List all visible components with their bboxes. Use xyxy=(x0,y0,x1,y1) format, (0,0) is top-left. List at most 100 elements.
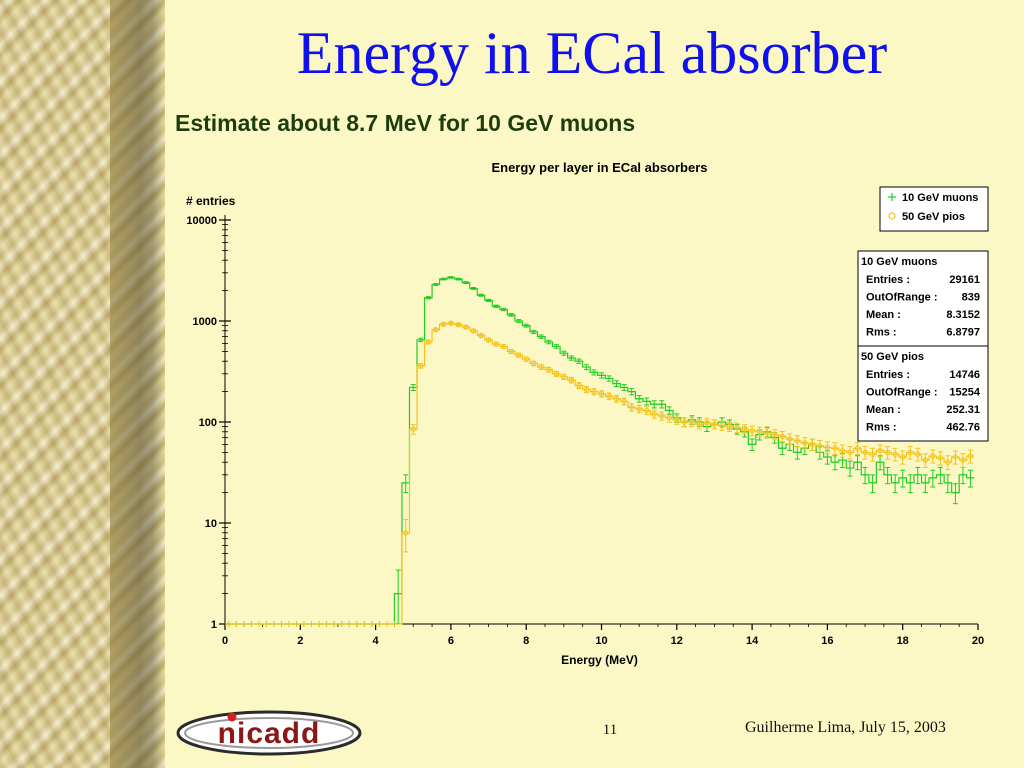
x-tick-label: 0 xyxy=(222,635,228,647)
data-point xyxy=(628,404,635,410)
data-point xyxy=(779,433,785,440)
data-point xyxy=(960,457,966,463)
data-point xyxy=(576,382,582,389)
x-tick-label: 16 xyxy=(821,635,833,647)
histogram-line xyxy=(225,322,975,625)
x-tick-label: 6 xyxy=(448,635,454,647)
stats-title: 10 GeV muons xyxy=(861,256,937,268)
stats-label: Rms : xyxy=(866,422,897,434)
data-point xyxy=(832,445,838,451)
stats-label: Entries : xyxy=(866,369,910,381)
data-point xyxy=(463,324,469,330)
data-point xyxy=(884,449,891,456)
stats-value: 252.31 xyxy=(946,404,980,416)
stats-label: OutOfRange : xyxy=(866,292,938,304)
y-tick-label: 1 xyxy=(211,619,217,631)
data-point xyxy=(606,393,612,399)
slide-subtitle: Estimate about 8.7 MeV for 10 GeV muons xyxy=(175,110,636,136)
data-point xyxy=(756,429,763,435)
y-tick-label: 10000 xyxy=(186,215,217,227)
data-point xyxy=(907,449,913,456)
data-point xyxy=(403,530,409,536)
stats-box xyxy=(857,250,989,347)
data-point xyxy=(937,455,944,461)
data-point xyxy=(726,423,733,430)
data-point xyxy=(681,419,688,425)
data-point xyxy=(900,454,906,460)
data-point xyxy=(945,459,951,465)
stats-label: Mean : xyxy=(866,309,901,321)
data-point xyxy=(448,320,454,326)
data-point xyxy=(485,337,492,343)
data-point xyxy=(922,457,928,463)
data-point xyxy=(621,398,627,405)
sidebar-texture xyxy=(0,0,110,768)
data-point xyxy=(613,396,620,402)
data-point xyxy=(546,366,552,373)
slide-title: Energy in ECal absorber xyxy=(296,20,888,86)
data-point xyxy=(523,356,529,362)
data-point xyxy=(892,451,898,457)
data-point xyxy=(425,339,432,345)
stats-value: 839 xyxy=(962,292,980,304)
data-point xyxy=(839,447,846,454)
data-point xyxy=(787,436,793,442)
chart-title: Energy per layer in ECal absorbers xyxy=(491,160,707,175)
data-point xyxy=(930,453,936,459)
series-pios xyxy=(225,320,975,627)
footer-author-date: Guilherme Lima, July 15, 2003 xyxy=(745,719,946,736)
data-point xyxy=(915,451,921,457)
data-point xyxy=(583,386,590,393)
stats-label: Mean : xyxy=(866,404,901,416)
data-point xyxy=(824,444,831,451)
page-number: 11 xyxy=(602,722,618,738)
stats-value: 462.76 xyxy=(946,422,980,434)
data-point xyxy=(636,406,642,412)
data-point xyxy=(553,371,560,377)
stats-box-muons: 10 GeV muons Entries : 29161 OutOfRange : 83… xyxy=(857,250,989,347)
stats-value: 29161 xyxy=(949,274,980,286)
legend-box xyxy=(879,186,989,232)
data-point xyxy=(952,454,959,460)
data-point xyxy=(749,428,755,434)
legend-marker xyxy=(888,212,896,220)
data-point xyxy=(704,420,710,426)
data-point xyxy=(568,377,575,383)
data-point xyxy=(689,419,695,425)
stats-label: Rms : xyxy=(866,327,897,339)
x-tick-label: 10 xyxy=(595,635,607,647)
data-point xyxy=(719,422,725,429)
data-point xyxy=(741,426,748,432)
data-point xyxy=(711,421,718,427)
data-point xyxy=(478,332,484,339)
data-point xyxy=(598,391,605,397)
data-point xyxy=(771,431,778,438)
data-point xyxy=(500,343,507,350)
y-tick-label: 10 xyxy=(205,518,217,530)
data-point xyxy=(817,443,823,449)
histogram-chart: Energy per layer in ECal absorbers # entr… xyxy=(186,160,989,667)
data-point xyxy=(591,388,597,395)
data-point xyxy=(561,374,567,380)
stats-value: 8.3152 xyxy=(946,309,980,321)
data-point xyxy=(862,449,868,456)
stats-label: OutOfRange : xyxy=(866,387,938,399)
stats-value: 6.8797 xyxy=(946,327,980,339)
legend: 10 GeV muons 50 GeV pios xyxy=(879,186,989,232)
decorative-sidebar xyxy=(0,0,165,768)
data-point xyxy=(967,453,974,459)
data-point xyxy=(847,449,853,456)
x-tick-label: 8 xyxy=(523,635,529,647)
data-point xyxy=(794,438,800,444)
data-point xyxy=(410,426,416,432)
data-point xyxy=(455,321,462,328)
x-tick-label: 14 xyxy=(746,635,759,647)
y-tick-label: 100 xyxy=(199,417,217,429)
data-point xyxy=(508,348,514,355)
data-point xyxy=(659,413,665,419)
stats-label: Entries : xyxy=(866,274,910,286)
stats-title: 50 GeV pios xyxy=(861,351,924,363)
logo-wordmark: nicadd xyxy=(218,717,321,750)
stats-box xyxy=(857,345,989,442)
data-point xyxy=(877,447,883,454)
